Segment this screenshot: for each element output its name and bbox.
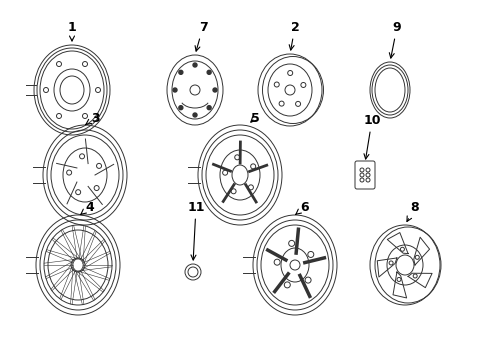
Circle shape xyxy=(193,63,197,67)
Text: 7: 7 xyxy=(195,21,207,51)
Text: 4: 4 xyxy=(80,201,95,215)
Circle shape xyxy=(179,106,183,110)
Circle shape xyxy=(193,113,197,117)
Text: 8: 8 xyxy=(407,201,419,221)
Text: 1: 1 xyxy=(68,21,76,41)
Circle shape xyxy=(173,88,177,92)
Circle shape xyxy=(207,70,211,74)
Text: 9: 9 xyxy=(390,21,401,58)
Text: 10: 10 xyxy=(363,113,381,159)
Text: 11: 11 xyxy=(187,201,205,260)
Text: 5: 5 xyxy=(250,112,259,125)
Text: 6: 6 xyxy=(295,201,309,215)
Text: 2: 2 xyxy=(289,21,299,50)
Circle shape xyxy=(207,106,211,110)
Circle shape xyxy=(179,70,183,74)
Circle shape xyxy=(213,88,217,92)
Text: 3: 3 xyxy=(86,112,99,125)
